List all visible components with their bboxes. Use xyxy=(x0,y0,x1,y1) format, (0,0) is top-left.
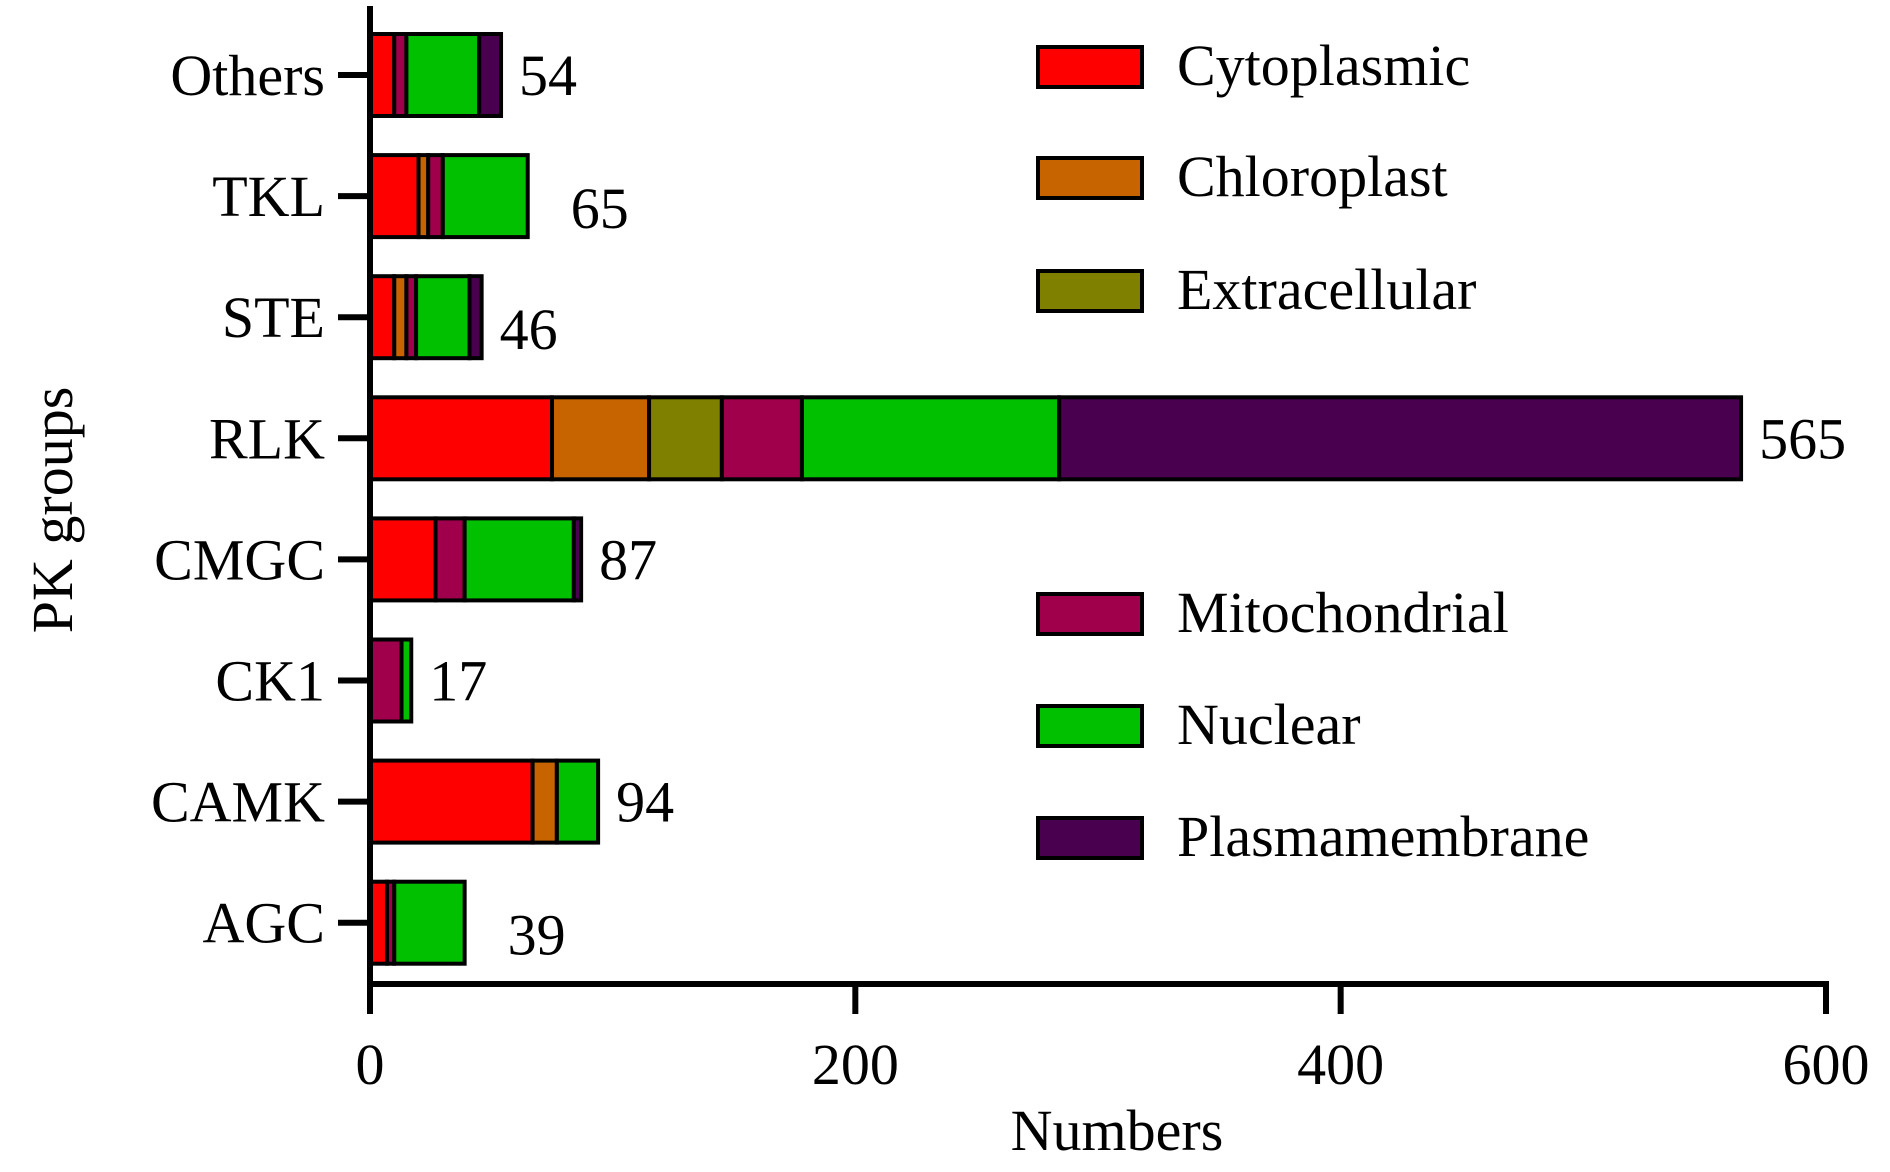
total-label: 46 xyxy=(500,297,558,362)
legend-swatch xyxy=(1036,156,1144,200)
bar-segment-mitochondrial xyxy=(433,516,467,603)
legend-swatch xyxy=(1036,704,1144,748)
x-tick-label: 0 xyxy=(356,1032,385,1097)
legend-item-cytoplasmic: Cytoplasmic xyxy=(1036,33,1470,98)
bar-segment-cytoplasmic xyxy=(368,153,421,240)
bar-segment-chloroplast xyxy=(550,395,652,482)
legend-item-extracellular: Extracellular xyxy=(1036,257,1477,322)
bar-others xyxy=(368,32,504,118)
y-tick-label: STE xyxy=(222,285,325,350)
bar-agc xyxy=(368,879,467,966)
bar-segment-nuclear xyxy=(414,274,472,361)
bar-segment-extracellular xyxy=(647,395,724,482)
total-label: 94 xyxy=(616,770,674,835)
bar-segment-nuclear xyxy=(462,516,576,603)
y-tick-label: CAMK xyxy=(151,770,325,835)
y-tick-label: AGC xyxy=(203,891,325,956)
bar-ck1 xyxy=(368,637,414,724)
total-label: 65 xyxy=(571,176,629,241)
bar-segment-nuclear xyxy=(440,153,530,240)
legend-item-plasmamembrane: Plasmamembrane xyxy=(1036,804,1589,869)
y-axis-label: PK groups xyxy=(20,387,85,634)
legend-swatch xyxy=(1036,816,1144,860)
legend-item-nuclear: Nuclear xyxy=(1036,692,1361,757)
legend-label: Cytoplasmic xyxy=(1177,33,1470,98)
bar-segment-plasmamembrane xyxy=(571,516,584,603)
bar-ste xyxy=(368,274,484,361)
total-label: 565 xyxy=(1759,406,1846,471)
legend-swatch xyxy=(1036,592,1144,636)
bar-segment-nuclear xyxy=(799,395,1062,482)
bar-tkl xyxy=(368,153,530,240)
bar-segment-cytoplasmic xyxy=(368,516,438,603)
legend-item-mitochondrial: Mitochondrial xyxy=(1036,580,1509,645)
bars xyxy=(368,32,1744,966)
bar-rlk xyxy=(368,395,1744,482)
x-tick-label: 600 xyxy=(1783,1032,1870,1097)
bar-segment-mitochondrial xyxy=(426,153,445,240)
x-tick-label: 400 xyxy=(1297,1032,1384,1097)
legend-swatch xyxy=(1036,45,1144,89)
bar-segment-cytoplasmic xyxy=(368,274,397,361)
total-label: 87 xyxy=(599,527,657,592)
y-ticks: Others TKL STE RLK CMGC CK1 CAMK AGC xyxy=(151,43,370,956)
bar-camk xyxy=(368,758,601,845)
legend-item-chloroplast: Chloroplast xyxy=(1036,144,1448,209)
legend-label: Extracellular xyxy=(1177,257,1477,322)
legend-label: Chloroplast xyxy=(1177,144,1448,209)
total-label: 17 xyxy=(429,649,487,714)
bar-segment-plasmamembrane xyxy=(477,32,504,118)
y-tick-label: RLK xyxy=(209,406,325,471)
bar-cmgc xyxy=(368,516,584,603)
bar-segment-plasmamembrane xyxy=(467,274,484,361)
bar-segment-nuclear xyxy=(554,758,601,845)
y-tick-label: TKL xyxy=(212,164,325,229)
legend-swatch xyxy=(1036,269,1144,313)
bar-segment-mitochondrial xyxy=(719,395,804,482)
y-tick-label: CK1 xyxy=(215,649,325,714)
bar-segment-cytoplasmic xyxy=(368,395,554,482)
y-tick-label: Others xyxy=(170,43,325,108)
total-label: 54 xyxy=(519,43,577,108)
bar-segment-cytoplasmic xyxy=(368,32,397,118)
x-tick-label: 200 xyxy=(812,1032,899,1097)
bar-segment-chloroplast xyxy=(530,758,559,845)
bar-segment-plasmamembrane xyxy=(1057,395,1744,482)
bar-segment-mitochondrial xyxy=(368,637,404,724)
x-axis-label: Numbers xyxy=(1011,1098,1224,1163)
bar-segment-nuclear xyxy=(399,637,414,724)
total-label: 39 xyxy=(508,903,566,968)
legend-label: Plasmamembrane xyxy=(1177,804,1589,869)
legend-label: Nuclear xyxy=(1177,692,1361,757)
bar-segment-cytoplasmic xyxy=(368,758,535,845)
bar-segment-nuclear xyxy=(392,879,467,966)
legend-label: Mitochondrial xyxy=(1177,580,1509,645)
y-tick-label: CMGC xyxy=(154,527,325,592)
legend: Cytoplasmic Chloroplast Extracellular Mitoc… xyxy=(1036,33,1589,869)
bar-segment-nuclear xyxy=(404,32,482,118)
x-ticks: 0 200 400 600 xyxy=(356,984,1870,1097)
